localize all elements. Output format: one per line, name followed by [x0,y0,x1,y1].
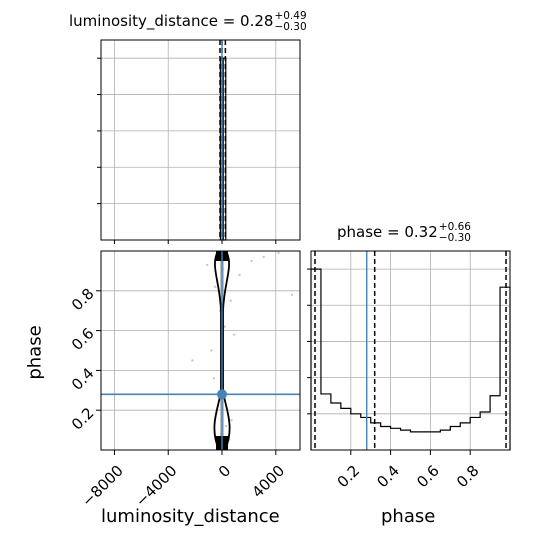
title-luminosity-distance-prefix: luminosity_distance = [69,12,241,30]
panel-frame [100,250,301,451]
scatter-point [191,359,194,362]
scatter-point [224,424,228,428]
scatter-point [223,325,226,328]
scatter-point [210,349,213,352]
panel-frames [100,39,511,451]
y-tick-label-phase: 0.8 [68,285,98,315]
histogram-phase [310,251,511,450]
title-luminosity-distance-minus: −0.30 [274,20,307,33]
x-tick-label-luminosity-distance: 4000 [248,462,288,502]
tick-layer: −8000 −4000 0 4000 0.2 0.4 0.6 0.8 0.2 0.4 0.6 0.8 [68,57,483,511]
y-tick-label-phase: 0.2 [68,404,98,434]
title-phase: phase = 0.32 +0.66 −0.30 [337,222,471,243]
scatter-point [238,273,241,277]
histogram-luminosity-distance [219,40,227,241]
scatter-point [277,251,280,255]
panel-frame [100,39,301,241]
x-tick-label-luminosity-distance: −4000 [132,462,181,511]
title-luminosity-distance-median: 0.28 [240,12,274,30]
x-tick-label-phase: 0.4 [373,462,403,492]
x-axis-label-phase: phase [381,506,436,527]
title-phase-prefix: phase = [337,223,405,241]
contour-left [213,250,222,451]
x-tick-label-phase: 0.6 [413,462,443,492]
scatter-point [206,263,209,267]
x-tick-label-phase: 0.2 [334,462,364,492]
x-tick-label-luminosity-distance: −8000 [78,462,127,511]
x-axis-label-luminosity-distance: luminosity_distance [101,506,280,527]
scatter-point [212,377,216,380]
y-tick-label-phase: 0.4 [68,364,98,394]
title-phase-median: 0.32 [404,223,438,241]
x-tick-label-luminosity-distance: 0 [215,462,234,481]
title-luminosity-distance-plus: +0.49 [274,10,307,22]
y-axis-label-phase: phase [24,325,46,380]
scatter-point [250,259,253,263]
scatter-point [232,333,236,336]
scatter-point [290,293,294,296]
scatter-luminosity-distance-vs-phase [101,250,300,451]
scatter-point [262,255,265,259]
scatter-point [214,285,217,289]
panel-frame [310,250,511,451]
title-luminosity-distance: luminosity_distance = 0.28 +0.49 −0.30 [69,11,307,32]
x-tick-label-phase: 0.8 [453,462,483,492]
scatter-point [229,299,232,302]
grid-layer [101,40,510,450]
truth-point [217,389,228,400]
scatter-point [230,418,233,422]
contour-right [222,250,231,451]
title-phase-plus: +0.66 [438,221,471,233]
y-tick-label-phase: 0.6 [68,324,98,354]
hist-step-phase [310,268,511,450]
title-phase-minus: −0.30 [438,231,471,244]
